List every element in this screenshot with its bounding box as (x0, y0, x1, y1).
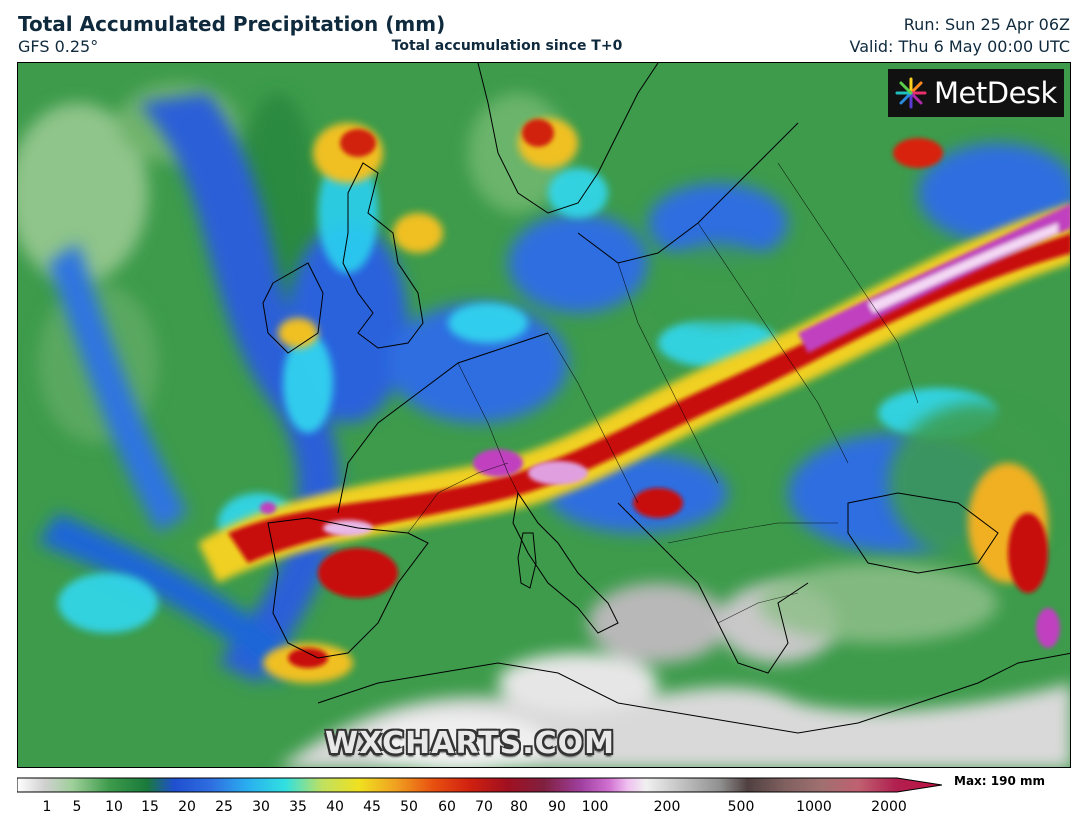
colorbar-tick-label: 40 (326, 799, 344, 815)
colorbar-ticks: 1 5 10 15 20 25 30 35 40 45 50 60 70 80 90 100 200 500 100… (17, 799, 942, 819)
map-canvas (18, 63, 1070, 767)
metdesk-logo-text: MetDesk (934, 76, 1057, 110)
metdesk-logo: MetDesk (888, 69, 1064, 117)
colorbar-tick-label: 90 (548, 799, 566, 815)
coastlines (262, 63, 1070, 734)
atlantic-rain-bands (38, 93, 1070, 683)
colorbar-tick-label: 100 (581, 799, 609, 815)
extreme-rain-magenta (260, 203, 1070, 648)
colorbar-tick-label: 35 (289, 799, 307, 815)
chart-title: Total Accumulated Precipitation (mm) (18, 12, 446, 36)
colorbar-tick-label: 30 (252, 799, 270, 815)
colorbar-tick-label: 70 (475, 799, 493, 815)
colorbar-tick-label: 1 (42, 799, 52, 815)
very-heavy-rain-red (228, 119, 1070, 668)
wxcharts-watermark: WXCHARTS.COM (324, 726, 616, 761)
colorbar (17, 777, 942, 793)
colorbar-tick-label: 500 (727, 799, 755, 815)
colorbar-tick-label: 20 (178, 799, 196, 815)
valid-time: Valid: Thu 6 May 00:00 UTC (849, 37, 1070, 56)
colorbar-tick-label: 25 (215, 799, 233, 815)
model-name: GFS 0.25° (18, 37, 99, 56)
colorbar-tick-label: 10 (105, 799, 123, 815)
colorbar-tick-label: 1000 (796, 799, 832, 815)
colorbar-tick-label: 60 (438, 799, 456, 815)
precipitation-map[interactable]: MetDesk WXCHARTS.COM (17, 62, 1071, 768)
colorbar-tick-label: 80 (510, 799, 528, 815)
colorbar-tick-label: 15 (141, 799, 159, 815)
colorbar-tick-label: 50 (400, 799, 418, 815)
colorbar-tick-label: 5 (72, 799, 82, 815)
colorbar-tick-label: 200 (653, 799, 681, 815)
dry-land-south (280, 583, 1070, 767)
colorbar-tick-label: 45 (363, 799, 381, 815)
country-borders (407, 162, 919, 624)
max-value-label: Max: 190 mm (954, 774, 1045, 788)
chart-subtitle: Total accumulation since T+0 (391, 38, 623, 54)
metdesk-burst-icon (895, 77, 927, 109)
colorbar-tick-label: 2000 (871, 799, 907, 815)
run-time: Run: Sun 25 Apr 06Z (903, 15, 1070, 34)
